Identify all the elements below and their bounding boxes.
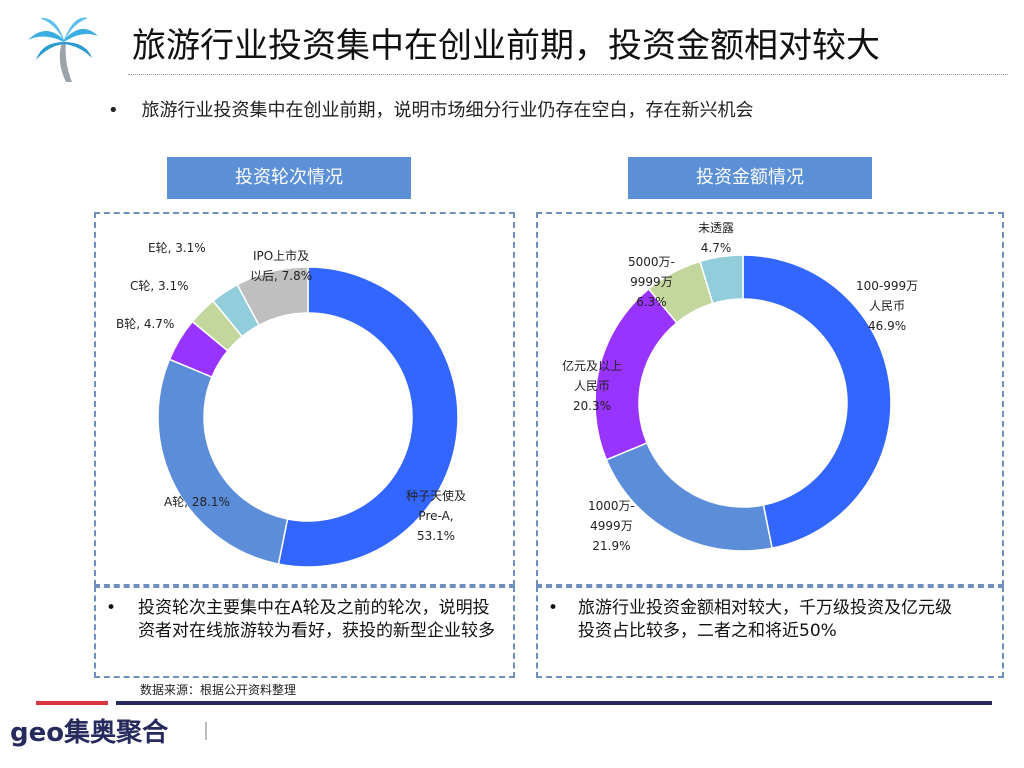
donut-slice-0-5 bbox=[236, 266, 309, 327]
chart-frame-amounts bbox=[536, 212, 1004, 586]
chart-frame-rounds bbox=[94, 212, 515, 586]
label-b: B轮, 4.7% bbox=[116, 317, 175, 331]
label-100-999: 100-999万 人民币 46.9% bbox=[856, 279, 919, 333]
label-5000-9999: 5000万- 9999万 6.3% bbox=[628, 255, 675, 309]
footer-divider bbox=[205, 722, 207, 740]
label-ipo: IPO上市及 以后, 7.8% bbox=[250, 249, 313, 283]
label-c: C轮, 3.1% bbox=[130, 279, 189, 293]
note-bullet: • bbox=[106, 598, 117, 618]
summary-bullet: • 旅游行业投资集中在创业前期，说明市场细分行业仍存在空白，存在新兴机会 bbox=[108, 96, 754, 122]
note-rounds: 投资轮次主要集中在A轮及之前的轮次，说明投资者对在线旅游较为看好，获投的新型企业… bbox=[138, 598, 495, 641]
donut-slice-1-0 bbox=[742, 254, 892, 549]
logo: geo集奥聚合 bbox=[10, 718, 169, 748]
note-amounts: 旅游行业投资金额相对较大，千万级投资及亿元级投资占比较多，二者之和将近50% bbox=[578, 598, 952, 641]
footer-navy-bar bbox=[116, 701, 992, 705]
label-1000-4999: 1000万- 4999万 21.9% bbox=[588, 499, 635, 553]
note-box-rounds bbox=[94, 586, 515, 678]
label-yi: 亿元及以上 人民币 20.3% bbox=[562, 359, 623, 413]
label-e: E轮, 3.1% bbox=[148, 241, 206, 255]
chart-title-amounts: 投资金额情况 bbox=[628, 157, 872, 199]
note-bullet: • bbox=[548, 598, 559, 618]
page-title: 旅游行业投资集中在创业前期，投资金额相对较大 bbox=[132, 26, 880, 66]
bullet-dot: • bbox=[108, 100, 119, 121]
label-a: A轮, 28.1% bbox=[164, 495, 230, 509]
source-note: 数据来源：根据公开资料整理 bbox=[140, 683, 297, 697]
title-divider bbox=[128, 74, 1008, 75]
chart-title-rounds: 投资轮次情况 bbox=[167, 157, 411, 199]
palm-tree-icon bbox=[28, 17, 98, 82]
label-undisclosed: 未透露 4.7% bbox=[698, 221, 735, 255]
donut-slice-0-0 bbox=[277, 266, 459, 568]
summary-text: 旅游行业投资集中在创业前期，说明市场细分行业仍存在空白，存在新兴机会 bbox=[141, 100, 754, 121]
note-box-amounts bbox=[536, 586, 1004, 678]
label-seed: 种子天使及 Pre-A, 53.1% bbox=[406, 489, 467, 543]
footer-red-bar bbox=[36, 701, 108, 705]
donut-slice-0-1 bbox=[157, 358, 289, 565]
donut-slice-1-4 bbox=[699, 254, 744, 305]
